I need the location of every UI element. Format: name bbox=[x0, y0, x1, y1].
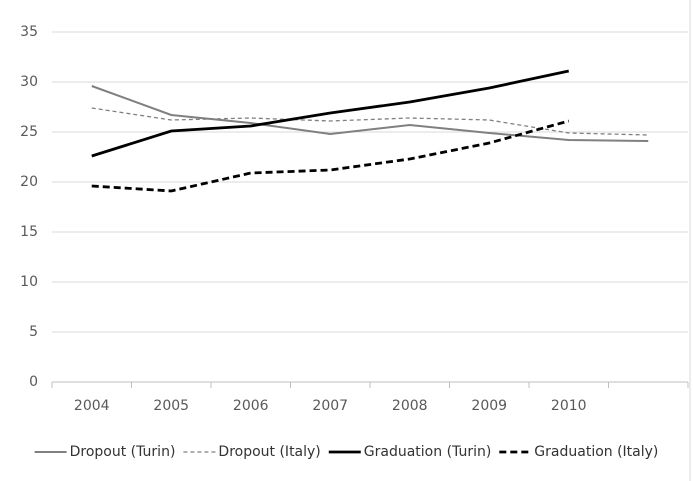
series-line bbox=[91, 85, 649, 142]
y-tick-label: 25 bbox=[20, 124, 38, 140]
legend-label: Dropout (Turin) bbox=[70, 444, 176, 460]
x-tick-label: 2006 bbox=[233, 398, 269, 414]
series-line bbox=[91, 107, 649, 136]
series-line bbox=[91, 69, 570, 158]
x-tick-label: 2010 bbox=[551, 398, 587, 414]
y-tick-label: 5 bbox=[29, 324, 38, 340]
legend: Dropout (Turin) Dropout (Italy) Graduation… bbox=[34, 444, 658, 460]
x-tick-label: 2009 bbox=[471, 398, 507, 414]
y-tick-label: 30 bbox=[20, 74, 38, 90]
y-tick-label: 10 bbox=[20, 274, 38, 290]
y-tick-label: 15 bbox=[20, 224, 38, 240]
x-tick-label: 2008 bbox=[392, 398, 428, 414]
series-line bbox=[91, 119, 570, 193]
x-tick-label: 2004 bbox=[74, 398, 110, 414]
x-tick-label: 2005 bbox=[153, 398, 189, 414]
legend-label: Graduation (Italy) bbox=[534, 444, 658, 460]
y-tick-label: 0 bbox=[29, 374, 38, 390]
legend-label: Graduation (Turin) bbox=[364, 444, 492, 460]
legend-label: Dropout (Italy) bbox=[218, 444, 320, 460]
y-tick-label: 35 bbox=[20, 24, 38, 40]
x-tick-label: 2007 bbox=[312, 398, 348, 414]
y-tick-label: 20 bbox=[20, 174, 38, 190]
